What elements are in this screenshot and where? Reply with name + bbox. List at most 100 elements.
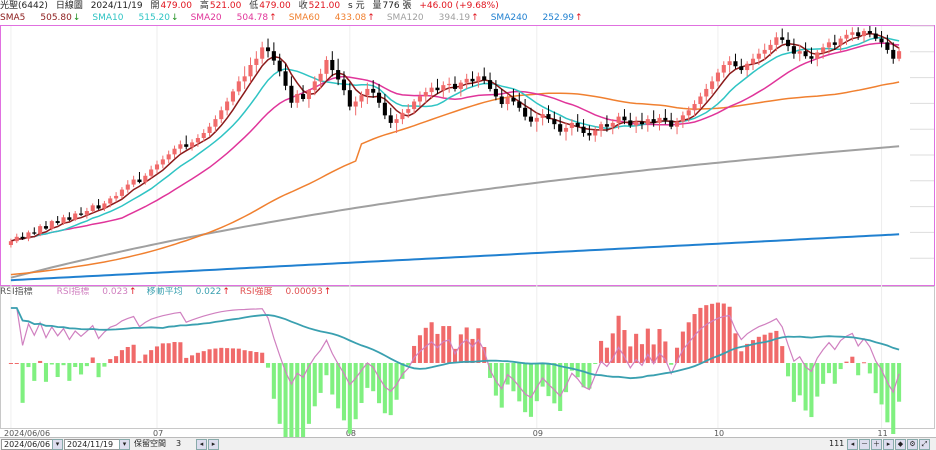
osc-bar [400,363,405,379]
osc-bar [634,333,639,363]
candle-body [84,211,89,215]
osc-bar [114,356,119,363]
candle-body [67,217,72,220]
candle-body [610,122,615,127]
candle-body [184,144,189,147]
candle-body [505,97,510,105]
osc-bar [546,363,551,397]
candle-body [838,38,843,45]
candle-body [523,107,528,117]
osc-bar [558,363,563,412]
osc-bar [850,356,855,363]
osc-bar [207,349,212,363]
candle-body [879,38,884,43]
chart-kind: 日線圖 [55,1,83,11]
candle-body [891,49,896,59]
candle-body [803,51,808,57]
candle-body [172,148,177,155]
candle-body [634,121,639,126]
osc-bar [786,363,791,377]
candle-body [528,116,534,122]
candle-body [569,122,574,128]
osc-bar [523,363,528,413]
zoom-in-icon[interactable]: ＋ [871,439,882,450]
count-readout: 111 [829,439,845,448]
candle-body [32,232,37,234]
osc-bar [441,326,446,363]
scroll-right-icon[interactable]: ▸ [883,439,894,450]
keep-space-value[interactable]: 3 [176,439,182,448]
candle-body [382,102,387,116]
rsi-legend-arrow-2: ↑ [222,287,230,297]
spin-down-icon[interactable]: ◂ [196,439,207,450]
candle-body [727,61,732,66]
sma60-line [10,81,900,276]
osc-bar [8,363,13,364]
candle-body [599,124,604,131]
stock-chart[interactable]: 2024/06/060708091011 [0,0,936,437]
candle-body [417,96,422,102]
osc-bar [698,307,703,363]
candle-body [768,44,773,50]
osc-bar [797,363,802,396]
osc-bar [242,350,247,363]
candle-body [289,85,294,103]
from-date-field[interactable]: 2024/06/06 [1,439,53,450]
candle-body [301,93,306,99]
osc-bar [458,334,463,363]
candle-body [534,117,539,122]
candle-body [26,232,31,239]
candle-body [499,96,504,105]
expand-icon[interactable]: ⤢ [919,439,930,450]
osc-bar [809,363,814,418]
scroll-left-icon[interactable]: ◂ [847,439,858,450]
osc-bar [885,363,890,423]
spin-up-icon[interactable]: ▸ [208,439,219,450]
candle-body [698,96,703,105]
to-date-field[interactable]: 2024/11/19 [64,439,120,450]
candle-body [686,110,691,116]
rsi-legend-2: 移動平均 [146,287,183,297]
settings-icon[interactable]: ⚙ [907,439,918,450]
osc-bar [505,363,510,385]
fit-icon[interactable]: ◆ [895,439,906,450]
osc-bar [219,347,224,363]
candle-body [482,76,487,81]
osc-bar [791,363,796,402]
osc-bar [260,352,265,363]
candle-body [657,117,662,123]
candle-body [78,213,84,215]
osc-bar [423,327,428,363]
osc-bar [645,328,650,363]
osc-bar [891,363,896,435]
osc-bar [61,363,66,366]
candle-body [412,101,417,110]
candle-body [90,205,95,212]
osc-bar [376,363,382,404]
osc-bar [569,363,574,371]
zoom-out-icon[interactable]: － [859,439,870,450]
from-date-dropdown-icon[interactable]: ▾ [52,439,63,450]
candle-body [324,59,329,74]
osc-bar [563,363,569,393]
candle-body [295,93,300,103]
candle-body [826,42,832,48]
osc-bar [493,363,498,396]
candle-body [616,116,621,123]
candle-body [154,164,160,170]
bottom-toolbar: 2024/06/06 ▾ 2024/11/19 ▾ 保留空間 3 ◂ ▸ 111… [0,437,936,450]
to-date-dropdown-icon[interactable]: ▾ [119,439,130,450]
candle-body [435,87,440,91]
rsi-legend-value-1: 0.023 [102,287,129,297]
x-tick-label: 2024/06/06 [4,429,50,437]
candle-body [762,49,767,54]
ma-legend-1: SMA10 [92,13,124,23]
candle-body [441,85,446,91]
candle-body [213,119,218,127]
ma-legend-arrow-0: ↓ [72,13,81,23]
ma-legend-2: SMA20 [190,13,222,23]
ma-legend-value-5: 252.99 [542,13,575,23]
candle-body [786,39,791,47]
candle-body [832,42,837,45]
x-tick-label: 09 [533,429,543,437]
